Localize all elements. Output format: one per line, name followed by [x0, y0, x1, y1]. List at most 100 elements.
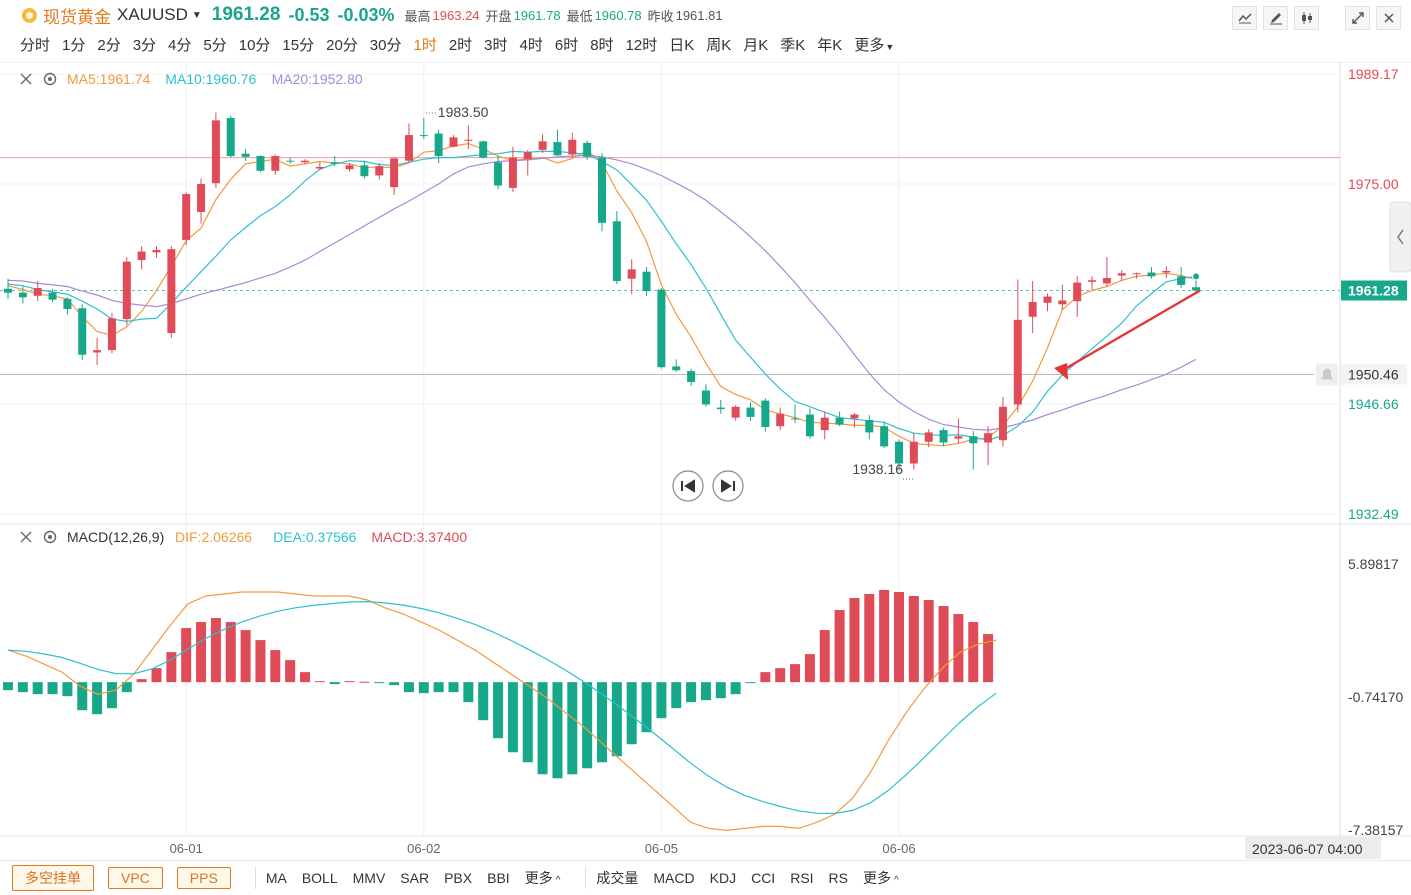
- indicator-macd[interactable]: MACD: [653, 870, 695, 886]
- macd-bar: [819, 630, 830, 683]
- macd-bar: [597, 682, 607, 763]
- candle-body: [93, 350, 102, 353]
- period-9[interactable]: 30分: [369, 36, 402, 54]
- indicator-rsi[interactable]: RSI: [790, 870, 814, 886]
- more-main-indicators[interactable]: 更多 ^: [524, 870, 561, 886]
- candle-body: [909, 441, 918, 464]
- candle-body: [1117, 273, 1126, 276]
- period-15[interactable]: 8时: [590, 36, 614, 54]
- chevron-left-icon: [1397, 229, 1404, 245]
- candle-body: [167, 249, 176, 334]
- macd-bar: [849, 598, 860, 683]
- period-17[interactable]: 日K: [669, 36, 695, 54]
- macd-bar: [3, 682, 13, 691]
- order-book-button[interactable]: 多空挂单: [12, 865, 94, 891]
- period-8[interactable]: 20分: [326, 36, 358, 54]
- candle-body: [865, 419, 874, 433]
- quote-header: 现货黄金 XAUUSD ▼ 1961.28 -0.53 -0.03% 最高 19…: [0, 0, 1411, 30]
- line-chart-icon[interactable]: [1232, 6, 1257, 30]
- macd-bar: [240, 630, 251, 683]
- divider: [254, 867, 256, 889]
- candle-body: [360, 165, 369, 177]
- prev-close-label: 昨收: [647, 8, 674, 24]
- period-11[interactable]: 2时: [448, 36, 473, 54]
- macd-bar: [151, 668, 162, 683]
- more-periods-caret-icon[interactable]: ▼: [885, 41, 895, 52]
- draw-pen-icon[interactable]: [1263, 6, 1288, 30]
- macd-bar: [656, 682, 667, 719]
- macd-bar: [255, 640, 266, 683]
- ma-legend-2: MA20:1952.80: [272, 71, 363, 87]
- close-macd-icon: [20, 531, 32, 543]
- period-1[interactable]: 1分: [62, 36, 86, 54]
- period-16[interactable]: 12时: [625, 36, 658, 54]
- fullscreen-icon[interactable]: [1345, 6, 1370, 30]
- period-12[interactable]: 3时: [484, 36, 508, 54]
- indicator-mmv[interactable]: MMV: [352, 870, 386, 886]
- candle-body: [553, 142, 562, 156]
- indicator-sar[interactable]: SAR: [400, 870, 430, 886]
- period-13[interactable]: 4时: [519, 36, 543, 54]
- last-price: 1961.28: [211, 4, 281, 25]
- period-18[interactable]: 周K: [706, 36, 732, 54]
- candle-body: [523, 152, 532, 160]
- indicator-volume[interactable]: 成交量: [596, 870, 639, 886]
- indicator-kdj[interactable]: KDJ: [709, 870, 737, 886]
- more-sub-indicators[interactable]: 更多 ^: [863, 870, 899, 886]
- macd-bar: [196, 622, 207, 683]
- low-annotation: 1938.16: [852, 461, 903, 477]
- candle-body: [805, 414, 814, 437]
- period-21[interactable]: 年K: [817, 36, 843, 54]
- period-14[interactable]: 6时: [554, 36, 579, 54]
- candle-body: [315, 166, 324, 169]
- indicator-pbx[interactable]: PBX: [444, 870, 473, 886]
- period-2[interactable]: 2分: [97, 36, 121, 54]
- macd-bar: [567, 682, 578, 775]
- period-22[interactable]: 更多▼: [854, 36, 895, 54]
- candle-body: [954, 436, 963, 439]
- candle-body: [761, 400, 770, 427]
- candle-body: [226, 118, 235, 157]
- indicator-bbi[interactable]: BBI: [487, 870, 510, 886]
- symbol-dropdown-caret-icon[interactable]: ▼: [191, 9, 202, 21]
- macd-bar: [181, 628, 192, 683]
- period-0[interactable]: 分时: [20, 36, 51, 54]
- dea-line: [7, 600, 997, 815]
- indicator-cci[interactable]: CCI: [751, 870, 776, 886]
- price-axis-label: 1975.00: [1348, 176, 1399, 192]
- candle-body: [998, 406, 1007, 441]
- candle-body: [434, 133, 443, 157]
- period-20[interactable]: 季K: [780, 36, 806, 54]
- candle-body: [984, 433, 993, 443]
- candlestick-icon[interactable]: [1294, 6, 1319, 30]
- indicator-ma[interactable]: MA: [265, 870, 287, 886]
- candle-body: [78, 308, 87, 355]
- symbol-name[interactable]: 现货黄金: [43, 7, 111, 27]
- candle-body: [211, 120, 220, 184]
- macd-bar: [17, 682, 28, 693]
- candle-body: [241, 153, 250, 157]
- macd-bar: [47, 682, 58, 695]
- vpc-button[interactable]: VPC: [108, 867, 163, 889]
- kline-chart[interactable]: 06-01 06-02 06-05 06-06 1989.17 1975.00 1946.6…: [0, 62, 1411, 860]
- indicator-boll[interactable]: BOLL: [301, 870, 338, 886]
- period-5[interactable]: 5分: [203, 36, 227, 54]
- candle-body: [182, 194, 191, 240]
- period-4[interactable]: 4分: [168, 36, 192, 54]
- macd-bar: [715, 682, 726, 699]
- symbol-code[interactable]: XAUUSD: [117, 5, 188, 24]
- macd-bar: [374, 682, 385, 684]
- period-3[interactable]: 3分: [132, 36, 157, 54]
- period-6[interactable]: 10分: [238, 36, 271, 54]
- macd-bar: [582, 682, 593, 769]
- macd-bar: [864, 594, 875, 683]
- close-icon[interactable]: [1376, 6, 1401, 30]
- pps-button[interactable]: PPS: [176, 867, 231, 889]
- indicator-rs[interactable]: RS: [828, 870, 848, 886]
- candle-body: [345, 165, 354, 170]
- macd-bar: [463, 682, 474, 703]
- period-7[interactable]: 15分: [282, 36, 315, 54]
- period-10[interactable]: 1时: [413, 36, 437, 54]
- price-axis-label: 1946.66: [1348, 396, 1399, 412]
- period-19[interactable]: 月K: [743, 36, 769, 54]
